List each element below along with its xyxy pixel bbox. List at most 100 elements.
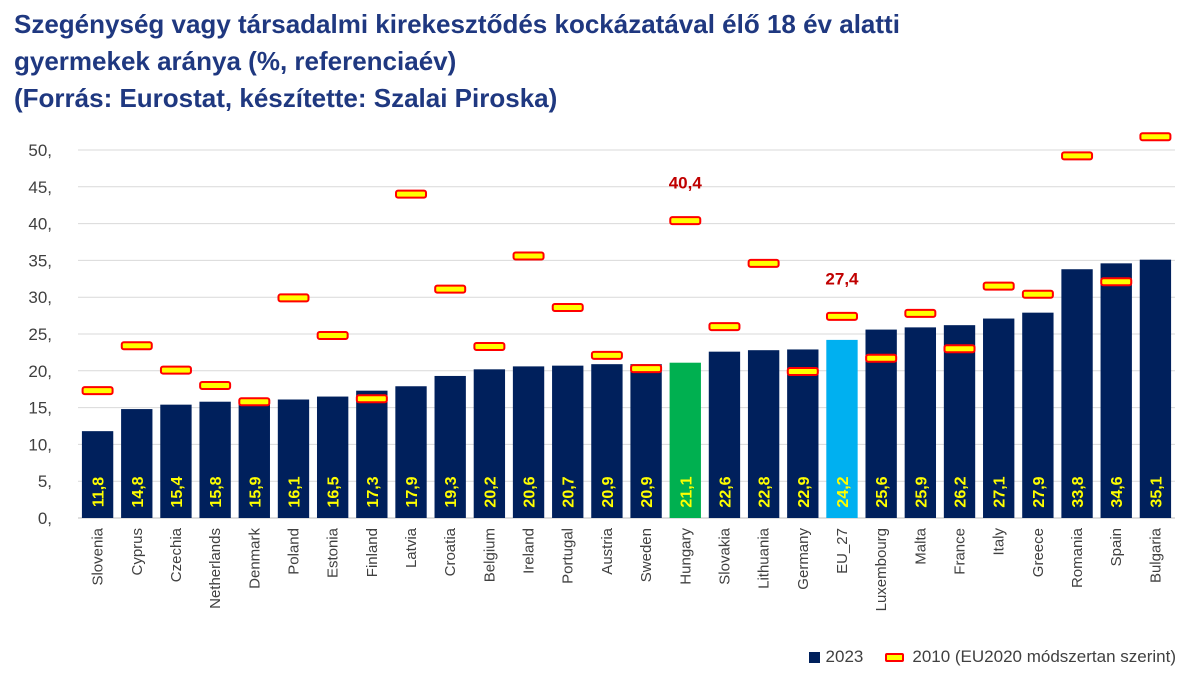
marker-2010	[708, 322, 741, 332]
marker-2010	[512, 251, 545, 261]
bar-latvia	[395, 386, 427, 518]
category-label: France	[952, 528, 969, 575]
marker-2010	[277, 293, 310, 303]
marker-2010	[904, 308, 937, 318]
value-label: 33,8	[1070, 476, 1087, 507]
value-label: 27,9	[1031, 476, 1048, 507]
bar-belgium	[473, 369, 506, 518]
category-label: Luxembourg	[873, 528, 890, 611]
bar-romania	[1061, 269, 1093, 518]
bar-hungary	[669, 362, 701, 518]
legend-label-2023: 2023	[825, 647, 864, 666]
legend-item-2010: 2010 (EU2020 módszertan szerint)	[885, 647, 1176, 667]
category-label: Finland	[364, 528, 381, 577]
bar-finland	[356, 390, 388, 518]
value-label: 24,2	[835, 476, 852, 507]
callout-label: 40,4	[669, 174, 703, 193]
bar-netherlands	[199, 401, 231, 518]
marker-2010	[355, 394, 388, 404]
category-label: Greece	[1030, 528, 1047, 577]
bar-germany	[787, 349, 819, 518]
marker-2010	[434, 284, 467, 294]
bar-lithuania	[747, 350, 780, 518]
category-label: Hungary	[677, 528, 694, 585]
value-label: 14,8	[130, 476, 147, 507]
bar-austria	[591, 364, 623, 518]
category-label: Czechia	[168, 527, 185, 582]
value-label: 35,1	[1148, 476, 1165, 507]
value-label: 16,1	[286, 476, 303, 507]
value-label: 17,9	[404, 476, 421, 507]
y-tick-label: 50,	[28, 141, 52, 160]
marker-2010	[199, 381, 232, 391]
marker-2010	[1139, 132, 1172, 142]
category-label: Poland	[285, 528, 302, 575]
value-label: 25,6	[874, 476, 891, 507]
category-label: Malta	[912, 527, 929, 564]
value-label: 20,6	[522, 476, 539, 507]
category-label: Latvia	[403, 527, 420, 568]
bar-france	[943, 325, 976, 518]
category-label: Netherlands	[207, 528, 224, 609]
y-tick-label: 20,	[28, 362, 52, 381]
category-label: Romania	[1069, 527, 1086, 588]
value-label: 21,1	[678, 476, 695, 507]
value-label: 11,8	[91, 477, 108, 507]
bar-denmark	[238, 400, 270, 518]
bar-slovakia	[708, 351, 741, 518]
marker-2010	[786, 367, 819, 377]
value-label: 22,9	[796, 476, 813, 507]
value-label: 20,7	[561, 476, 578, 507]
category-label: Estonia	[325, 527, 342, 578]
marker-2010	[316, 330, 349, 340]
title-line-1: Szegénység vagy társadalmi kirekesztődés…	[14, 9, 900, 39]
marker-2010	[395, 189, 428, 199]
value-label: 25,9	[913, 476, 930, 507]
legend-label-2010: 2010 (EU2020 módszertan szerint)	[912, 647, 1176, 666]
y-tick-label: 15,	[28, 399, 52, 418]
value-label: 15,4	[169, 476, 186, 507]
category-label: Cyprus	[129, 528, 146, 576]
y-tick-label: 0,	[38, 509, 52, 528]
category-label: Bulgaria	[1147, 527, 1164, 583]
marker-2010	[120, 341, 153, 351]
category-label: Belgium	[481, 528, 498, 582]
chart-title: Szegénység vagy társadalmi kirekesztődés…	[14, 6, 1184, 117]
bar-cyprus	[121, 409, 153, 518]
marker-2010	[238, 397, 271, 407]
legend-item-2023: 2023	[808, 647, 864, 667]
y-tick-label: 30,	[28, 288, 52, 307]
value-label: 34,6	[1109, 476, 1126, 507]
category-label: Sweden	[638, 528, 655, 582]
marker-2010	[747, 258, 780, 268]
marker-2010	[825, 311, 858, 321]
category-label: Italy	[991, 528, 1008, 556]
title-line-2: gyermekek aránya (%, referenciaév)	[14, 46, 457, 76]
marker-2010	[1021, 289, 1054, 299]
marker-2010	[1061, 151, 1094, 161]
bar-poland	[277, 399, 310, 518]
value-label: 16,5	[326, 476, 343, 507]
legend-swatch-marker	[885, 652, 905, 662]
category-label: Germany	[795, 528, 812, 590]
legend-swatch-bar	[808, 651, 820, 663]
value-label: 17,3	[365, 476, 382, 507]
bar-greece	[1022, 312, 1054, 518]
marker-2010	[590, 350, 623, 360]
category-label: Spain	[1108, 528, 1125, 566]
title-line-3: (Forrás: Eurostat, készítette: Szalai Pi…	[14, 83, 558, 113]
y-tick-label: 40,	[28, 215, 52, 234]
value-label: 15,8	[208, 476, 225, 507]
y-tick-label: 45,	[28, 178, 52, 197]
marker-2010	[551, 303, 584, 313]
marker-2010	[865, 353, 898, 363]
category-label: Denmark	[246, 528, 263, 589]
marker-2010	[630, 364, 663, 374]
value-label: 15,9	[247, 476, 264, 507]
bar-czechia	[160, 404, 192, 518]
bar-malta	[904, 327, 937, 518]
category-label: Slovenia	[90, 527, 107, 585]
value-label: 27,1	[992, 476, 1009, 507]
marker-2010	[1100, 277, 1133, 287]
